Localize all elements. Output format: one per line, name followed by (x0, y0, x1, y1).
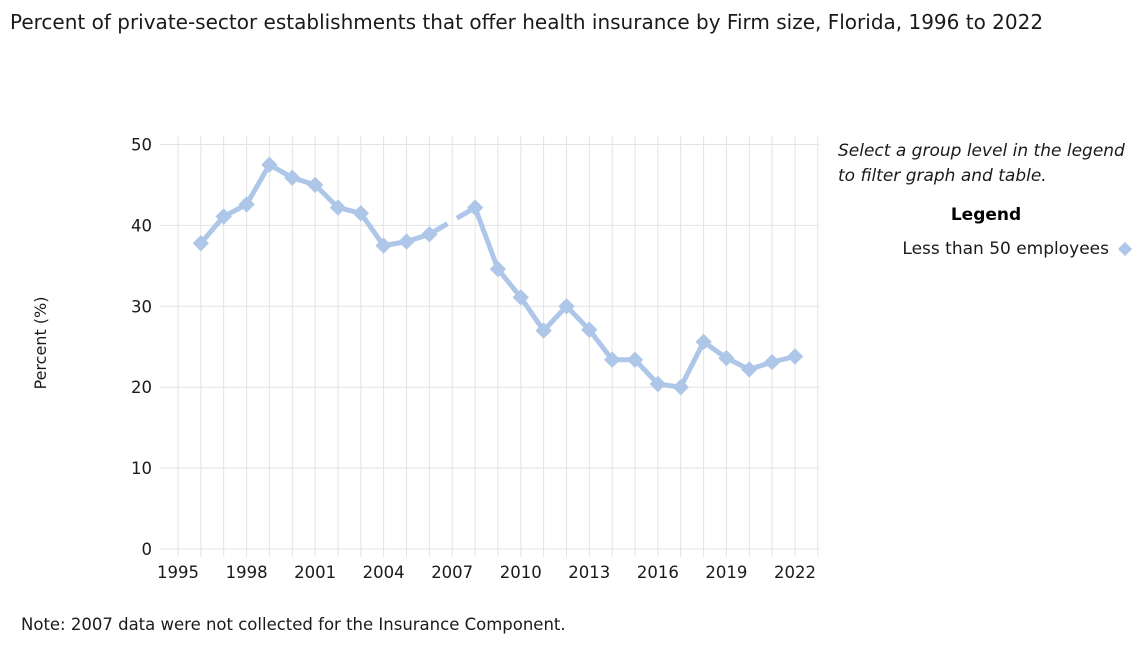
data-point-marker-2002[interactable] (329, 199, 347, 216)
data-point-marker-2018[interactable] (695, 333, 712, 351)
data-point-marker-2000[interactable] (284, 169, 301, 186)
diamond-marker-icon (1117, 241, 1133, 257)
y-tick-label: 10 (131, 459, 152, 478)
legend-item-less-than-50-employees[interactable]: Less than 50 employees (838, 239, 1134, 259)
x-tick-label: 2001 (294, 563, 336, 582)
data-point-marker-2017[interactable] (672, 379, 689, 396)
data-point-marker-1997[interactable] (215, 208, 232, 225)
x-tick-label: 2010 (500, 563, 542, 582)
data-point-marker-2010[interactable] (512, 289, 530, 306)
data-point-marker-1996[interactable] (192, 235, 209, 252)
data-point-marker-2003[interactable] (352, 205, 369, 222)
data-point-marker-2021[interactable] (763, 353, 781, 371)
data-point-marker-1998[interactable] (238, 196, 255, 213)
x-tick-label: 2019 (705, 563, 747, 582)
x-tick-label: 2004 (363, 563, 405, 582)
x-tick-label: 2016 (637, 563, 679, 582)
data-point-marker-2020[interactable] (741, 361, 758, 378)
y-tick-label: 30 (131, 297, 152, 316)
footnote: Note: 2007 data were not collected for t… (21, 615, 566, 634)
x-tick-label: 1995 (157, 563, 199, 582)
data-point-marker-2016[interactable] (649, 375, 667, 393)
data-point-marker-2005[interactable] (398, 233, 415, 250)
data-point-marker-2008[interactable] (466, 199, 484, 216)
data-point-marker-2004[interactable] (375, 237, 392, 254)
data-point-marker-2015[interactable] (626, 351, 644, 368)
x-tick-label: 2022 (774, 563, 816, 582)
x-tick-label: 2007 (431, 563, 473, 582)
side-panel: Select a group level in the legend to fi… (838, 139, 1134, 259)
data-point-marker-2019[interactable] (718, 349, 735, 367)
data-point-marker-2001[interactable] (306, 176, 324, 194)
y-axis-title: Percent (%) (31, 297, 50, 390)
y-tick-label: 20 (131, 378, 152, 397)
data-point-marker-1999[interactable] (261, 156, 278, 173)
x-tick-label: 1998 (226, 563, 268, 582)
x-tick-label: 2013 (568, 563, 610, 582)
data-point-marker-2022[interactable] (786, 348, 804, 365)
data-point-marker-2006[interactable] (421, 226, 438, 243)
page-title: Percent of private-sector establishments… (10, 10, 1044, 34)
legend-hint-text: Select a group level in the legend to fi… (838, 141, 1125, 186)
data-point-marker-2012[interactable] (558, 298, 575, 315)
data-point-marker-2009[interactable] (489, 260, 507, 278)
y-tick-label: 0 (142, 540, 153, 559)
legend-title: Legend (950, 205, 1022, 225)
y-tick-label: 50 (131, 136, 152, 155)
legend-item-label: Less than 50 employees (902, 239, 1109, 259)
data-point-marker-2013[interactable] (581, 321, 598, 338)
y-tick-label: 40 (131, 216, 152, 235)
data-point-marker-2011[interactable] (535, 322, 552, 339)
data-point-marker-2014[interactable] (604, 351, 621, 368)
